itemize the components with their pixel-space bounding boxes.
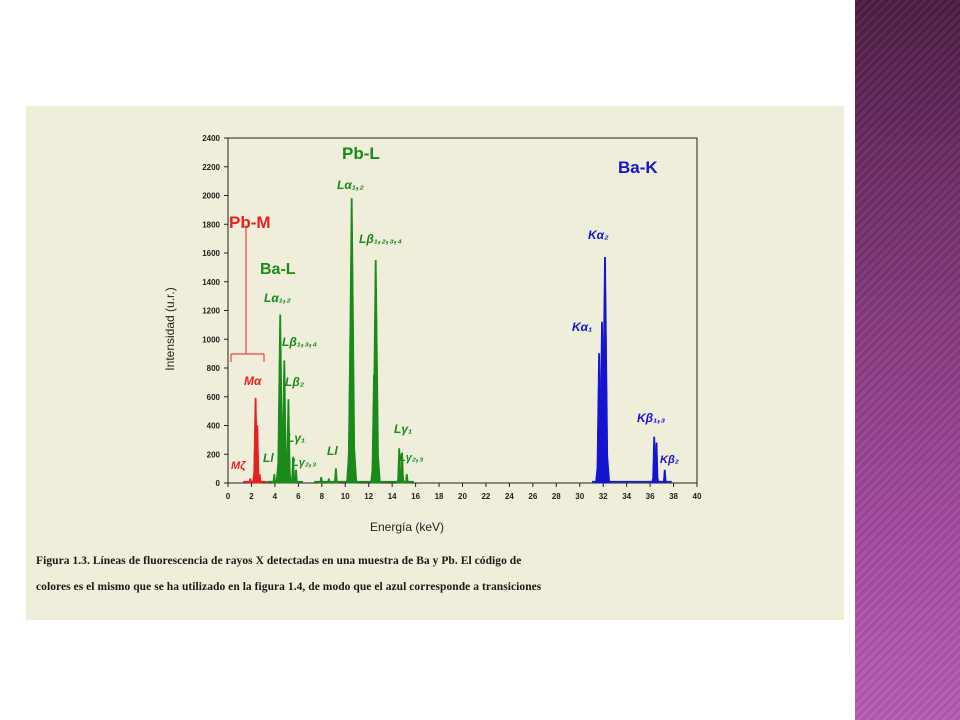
x-tick-label: 20 <box>458 492 467 501</box>
x-tick-label: 26 <box>528 492 537 501</box>
x-tick-label: 12 <box>364 492 373 501</box>
annotation-label: Pb-M <box>229 213 271 232</box>
x-tick-label: 22 <box>481 492 490 501</box>
peak-ba-k <box>653 442 660 484</box>
annotation-label: Ll <box>263 451 274 465</box>
x-axis-label: Energía (keV) <box>370 520 444 534</box>
x-tick-label: 10 <box>341 492 350 501</box>
y-tick-label: 2400 <box>202 134 220 143</box>
x-tick-label: 8 <box>320 492 325 501</box>
x-tick-label: 2 <box>249 492 254 501</box>
x-tick-label: 40 <box>693 492 702 501</box>
peak-ba-k <box>599 257 611 484</box>
annotation-label: Ba-L <box>260 261 296 278</box>
y-tick-label: 0 <box>216 479 221 488</box>
spectrum-chart: 0200400600800100012001400160018002000220… <box>163 134 702 534</box>
figure-panel: 0 200 400 600 800 1000 1200 1400 1600 1800 2000 220… <box>26 106 844 620</box>
annotation-label: Lβ₁,₂,₃,₄ <box>359 232 402 246</box>
annotation-label: Pb-L <box>342 144 380 163</box>
x-tick-label: 16 <box>411 492 420 501</box>
y-tick-label: 1600 <box>202 249 220 258</box>
x-tick-label: 36 <box>646 492 655 501</box>
x-tick-label: 38 <box>669 492 678 501</box>
annotations-group: Pb-M Mα Mζ Ba-L Lα₁,₂ Lβ₁,₃,₄ Lβ₂ Lγ₁ Lγ₂,₃ Ll Pb-… <box>229 144 679 472</box>
pb-m-bracket-group <box>230 226 265 362</box>
x-tick-label: 6 <box>296 492 301 501</box>
x-tick-label: 28 <box>552 492 561 501</box>
annotation-label: Lγ₂,₃ <box>292 457 316 469</box>
annotation-label: Kα₂ <box>588 228 609 242</box>
figure-caption: Figura 1.3. Líneas de fluorescencia de r… <box>36 548 836 600</box>
caption-line-2: colores es el mismo que se ha utilizado … <box>36 581 542 593</box>
annotation-label: Kβ₂ <box>660 454 679 466</box>
annotation-label: Mα <box>244 374 262 388</box>
decorative-side-band <box>855 0 960 720</box>
x-tick-label: 32 <box>599 492 608 501</box>
y-tick-label: 1000 <box>202 335 220 344</box>
y-tick-label: 400 <box>207 422 221 431</box>
y-axis-label: Intensidad (u.r.) <box>163 287 177 370</box>
x-tick-label: 30 <box>575 492 584 501</box>
x-tick-label: 14 <box>388 492 397 501</box>
x-tick-label: 24 <box>505 492 514 501</box>
peaks-group <box>243 198 672 484</box>
x-tick-label: 0 <box>226 492 231 501</box>
pb-m-bracket <box>230 226 265 362</box>
y-tick-label: 600 <box>207 393 221 402</box>
annotation-label: Lβ₁,₃,₄ <box>282 335 317 349</box>
annotation-label: Kα₁ <box>572 320 592 334</box>
annotation-label: Lγ₁ <box>287 431 305 445</box>
y-tick-label: 200 <box>207 450 221 459</box>
y-tick-label: 1400 <box>202 278 220 287</box>
y-tick-label: 1800 <box>202 220 220 229</box>
x-tick-label: 4 <box>273 492 278 501</box>
annotation-label: Ll <box>327 444 338 458</box>
annotation-label: Lα₁,₂ <box>337 178 364 192</box>
x-tick-label: 18 <box>435 492 444 501</box>
annotation-label: Kβ₁,₃ <box>637 411 666 425</box>
axes-group: 0200400600800100012001400160018002000220… <box>202 134 702 501</box>
annotation-label: Lγ₂,₃ <box>399 452 423 464</box>
y-tick-label: 1200 <box>202 307 220 316</box>
annotation-label: Ba-K <box>618 158 658 177</box>
annotation-label: Lα₁,₂ <box>264 291 291 305</box>
annotation-label: Lβ₂ <box>285 375 305 389</box>
y-tick-label: 2000 <box>202 192 220 201</box>
caption-line-1: Figura 1.3. Líneas de fluorescencia de r… <box>36 555 522 567</box>
annotation-label: Mζ <box>231 460 246 472</box>
y-tick-label: 800 <box>207 364 221 373</box>
x-tick-label: 34 <box>622 492 631 501</box>
peak-pb-l <box>370 259 381 484</box>
peak-pb-l <box>346 198 358 484</box>
y-tick-label: 2200 <box>202 163 220 172</box>
annotation-label: Lγ₁ <box>394 422 412 436</box>
